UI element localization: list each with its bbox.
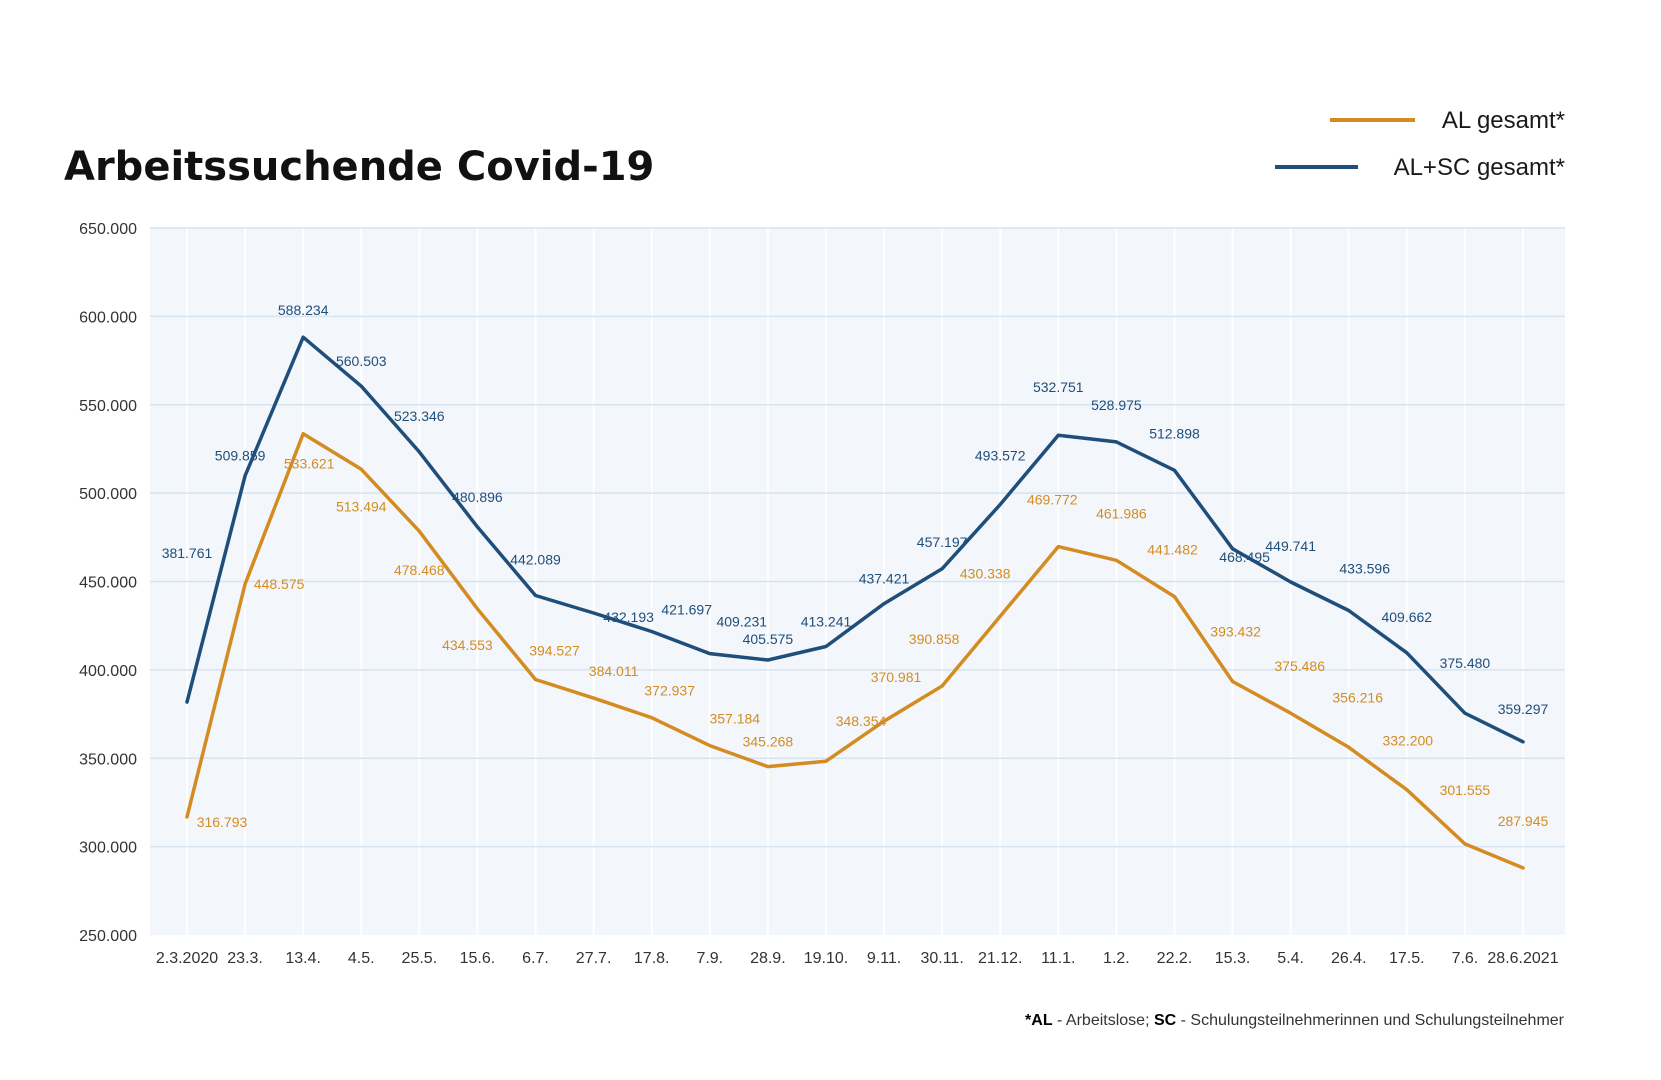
data-label-alsc: 432.193 [603,609,654,625]
data-label-al: 375.486 [1274,658,1325,674]
data-label-al: 448.575 [254,576,305,592]
data-label-al: 441.482 [1147,542,1198,558]
x-tick-label: 2.3.2020 [156,950,218,967]
y-tick-label: 350.000 [79,751,137,768]
data-label-al: 301.555 [1440,782,1491,798]
data-label-al: 356.216 [1332,689,1383,705]
data-label-alsc: 381.761 [162,545,213,561]
footnote-sc-text: - Schulungsteilnehmerinnen und Schulungs… [1176,1012,1564,1029]
gridlines [150,227,1565,935]
data-label-alsc: 449.741 [1265,538,1316,554]
y-tick-label: 500.000 [79,486,137,503]
data-label-alsc: 528.975 [1091,397,1142,413]
x-tick-label: 13.4. [285,950,321,967]
x-tick-label: 7.6. [1452,950,1479,967]
data-label-al: 434.553 [442,637,493,653]
y-tick-label: 250.000 [79,928,137,945]
legend-label-alsc: AL+SC gesamt* [1394,154,1565,181]
x-tick-label: 19.10. [804,950,848,967]
data-label-al: 533.621 [284,456,335,472]
x-tick-label: 28.6.2021 [1487,950,1558,967]
x-tick-label: 23.3. [227,950,263,967]
x-tick-label: 26.4. [1331,950,1367,967]
x-tick-label: 5.4. [1277,950,1304,967]
data-label-alsc: 560.503 [336,353,387,369]
data-label-alsc: 588.234 [278,302,329,318]
data-label-al: 332.200 [1382,733,1433,749]
data-label-al: 513.494 [336,498,387,514]
data-label-al: 316.793 [197,814,248,830]
data-label-alsc: 509.859 [215,448,266,464]
data-labels: 316.793 448.575 533.621 513.494 478.468 434.5… [162,302,1549,830]
footnote-al-abbr: *AL [1025,1012,1053,1029]
x-tick-label: 4.5. [348,950,375,967]
x-tick-label: 15.3. [1215,950,1251,967]
data-label-alsc: 442.089 [510,552,561,568]
x-tick-label: 17.5. [1389,950,1425,967]
data-label-alsc: 523.346 [394,408,445,424]
x-tick-label: 25.5. [402,950,438,967]
x-tick-label: 17.8. [634,950,670,967]
x-tick-label: 15.6. [460,950,496,967]
data-label-al: 393.432 [1210,624,1261,640]
data-label-alsc: 375.480 [1440,655,1491,671]
data-label-alsc: 468.495 [1219,549,1270,565]
data-label-alsc: 532.751 [1033,379,1084,395]
x-tick-label: 11.1. [1041,950,1075,967]
data-label-al: 357.184 [709,711,760,727]
legend-label-al: AL gesamt* [1442,107,1565,134]
x-tick-label: 9.11. [867,950,901,967]
data-label-alsc: 512.898 [1149,425,1200,441]
footnote-sc-abbr: SC [1154,1012,1177,1029]
y-tick-label: 600.000 [79,309,137,326]
footnote-al-text: - Arbeitslose; [1053,1012,1154,1029]
data-label-alsc: 493.572 [975,448,1026,464]
x-tick-label: 21.12. [978,950,1022,967]
data-label-alsc: 409.231 [716,614,767,630]
x-tick-label: 7.9. [696,950,723,967]
data-label-alsc: 480.896 [452,489,503,505]
x-tick-label: 1.2. [1103,950,1130,967]
x-axis-ticks: 2.3.2020 23.3. 13.4. 4.5. 25.5. 15.6. 6.7. 27.7… [156,950,1559,967]
y-tick-label: 450.000 [79,575,137,592]
data-label-al: 430.338 [960,565,1011,581]
x-tick-label: 27.7. [576,950,612,967]
data-label-al: 469.772 [1027,492,1078,508]
data-label-alsc: 433.596 [1339,561,1390,577]
data-label-alsc: 359.297 [1498,701,1549,717]
data-label-al: 390.858 [909,631,960,647]
x-tick-label: 6.7. [522,950,549,967]
series-line-al [185,431,1525,870]
data-label-al: 345.268 [743,734,794,750]
data-label-alsc: 409.662 [1381,609,1432,625]
data-label-alsc: 457.197 [917,534,968,550]
data-label-alsc: 413.241 [801,614,852,630]
series-lines [185,335,1525,870]
footnote: *AL - Arbeitslose; SC - Schulungsteilneh… [1025,1012,1565,1029]
x-tick-label: 28.9. [750,950,786,967]
x-tick-label: 30.11. [920,950,963,967]
data-label-al: 370.981 [871,669,922,685]
data-label-al: 348.354 [836,713,887,729]
data-label-al: 287.945 [1498,813,1549,829]
y-tick-label: 550.000 [79,398,137,415]
data-label-alsc: 437.421 [859,571,910,587]
chart-title: Arbeitssuchende Covid-19 [64,144,654,190]
data-label-alsc: 421.697 [661,602,712,618]
series-line-alsc [185,335,1525,744]
data-label-al: 478.468 [394,562,445,578]
data-label-al: 394.527 [529,643,580,659]
y-tick-label: 650.000 [79,221,137,238]
x-tick-label: 22.2. [1157,950,1193,967]
data-label-al: 461.986 [1096,505,1147,521]
y-tick-label: 300.000 [79,840,137,857]
legend: AL gesamt* AL+SC gesamt* [1275,107,1565,181]
y-tick-label: 400.000 [79,663,137,680]
data-label-al: 384.011 [589,663,639,679]
data-label-alsc: 405.575 [743,631,794,647]
y-axis-ticks: 650.000 600.000 550.000 500.000 450.000 400.0… [79,221,137,945]
data-label-al: 372.937 [644,683,695,699]
